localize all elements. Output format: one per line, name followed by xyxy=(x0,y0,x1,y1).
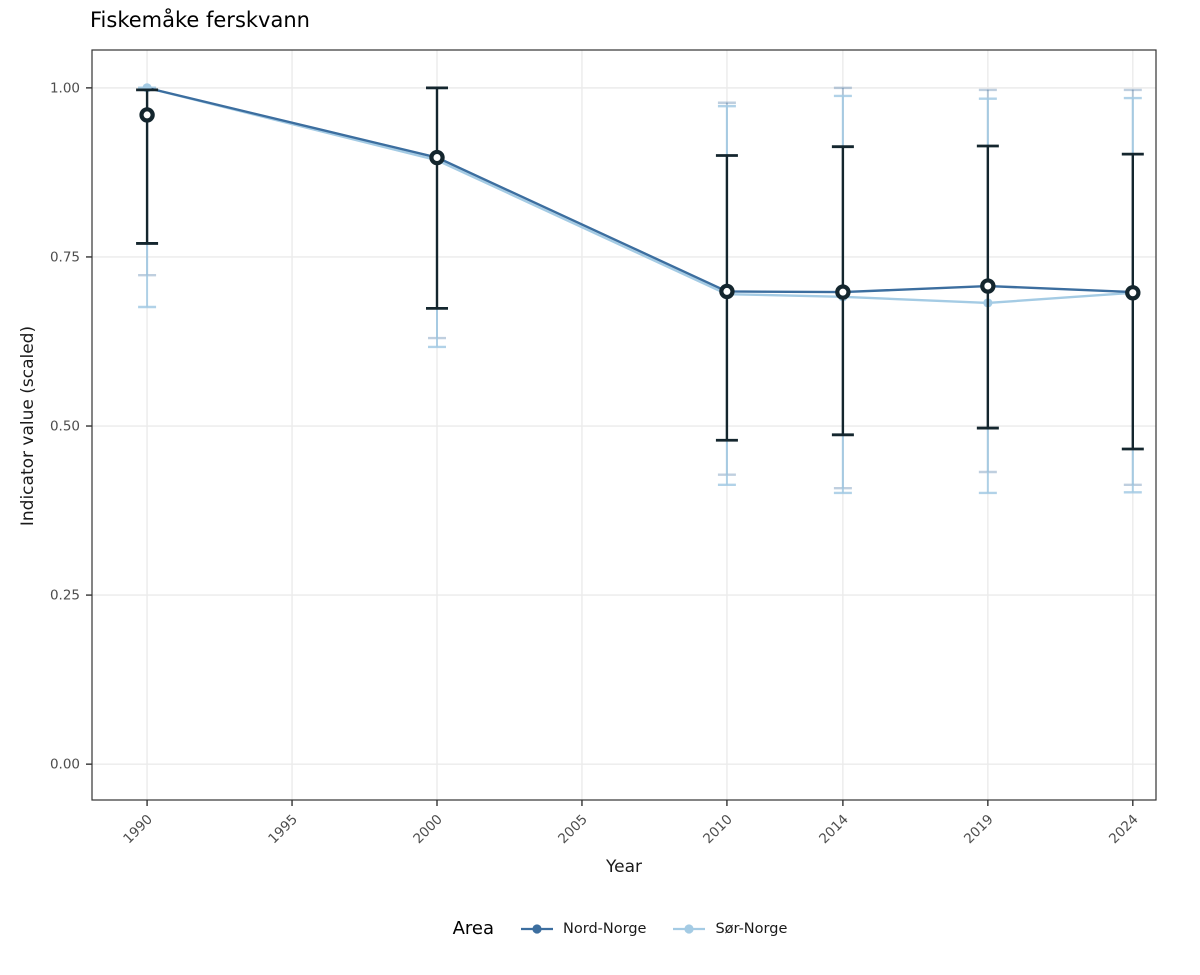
y-tick-label: 0.50 xyxy=(50,419,80,435)
x-tick-label: 2005 xyxy=(555,812,591,848)
legend: Area Nord-Norge Sør-Norge xyxy=(0,918,1200,939)
median-point xyxy=(835,284,851,300)
y-tick-label: 0.25 xyxy=(50,588,80,604)
y-tick-label: 1.00 xyxy=(50,80,80,96)
sor-norge-line xyxy=(146,86,1133,305)
x-tick-label: 1995 xyxy=(265,812,301,848)
legend-key-sor-norge-icon xyxy=(673,923,706,934)
legend-key-nord-norge-icon xyxy=(521,923,554,934)
median-point xyxy=(139,107,155,123)
nord-norge-line xyxy=(146,86,1133,294)
chart-title: Fiskemåke ferskvann xyxy=(90,8,310,32)
x-tick-label: 2010 xyxy=(700,812,736,848)
median-point xyxy=(719,283,735,300)
x-tick-label: 2024 xyxy=(1106,812,1142,848)
median-point xyxy=(980,278,996,294)
x-axis-title: Year xyxy=(606,857,642,877)
x-tick-label: 2000 xyxy=(410,812,446,848)
x-tick-label: 2019 xyxy=(961,812,997,848)
legend-item-sor-norge: Sør-Norge xyxy=(672,921,787,937)
legend-title: Area xyxy=(452,918,495,939)
x-tick-label: 2014 xyxy=(816,812,852,848)
legend-label-nord-norge: Nord-Norge xyxy=(563,920,647,937)
x-tick-label: 1990 xyxy=(120,812,156,848)
panel-border xyxy=(91,49,1157,801)
y-tick-label: 0.00 xyxy=(50,757,80,773)
legend-item-nord-norge: Nord-Norge xyxy=(520,921,646,937)
y-tick-label: 0.75 xyxy=(50,249,80,265)
median-point xyxy=(1125,285,1141,301)
y-axis-title: Indicator value (scaled) xyxy=(18,325,38,527)
legend-label-sor-norge: Sør-Norge xyxy=(715,920,788,937)
median-point xyxy=(429,149,445,166)
